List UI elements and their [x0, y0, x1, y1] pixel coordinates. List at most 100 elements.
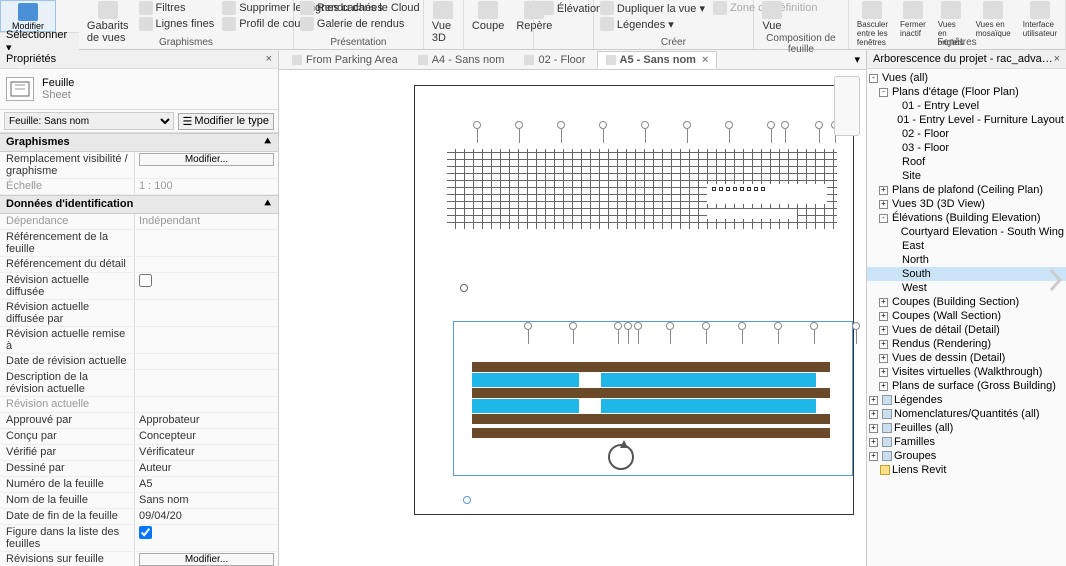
expand-arrow-icon[interactable] — [1046, 260, 1066, 300]
filtres-button[interactable]: Filtres — [139, 0, 215, 16]
tree-node[interactable]: +Nomenclatures/Quantités (all) — [867, 407, 1066, 421]
vue3d-button[interactable]: Vue 3D — [430, 0, 457, 45]
edit-type-button[interactable]: ☰Modifier le type — [178, 113, 274, 130]
rendu-cloud-button[interactable]: Rendu dans le Cloud — [300, 0, 420, 16]
property-value[interactable] — [135, 397, 278, 412]
property-value[interactable] — [135, 327, 278, 353]
tree-twister[interactable]: + — [869, 410, 878, 419]
coupe-button[interactable]: Coupe — [470, 0, 506, 33]
property-value[interactable] — [135, 230, 278, 256]
tree-node[interactable]: +Coupes (Building Section) — [867, 295, 1066, 309]
drawing-canvas[interactable] — [279, 70, 866, 566]
tree-node[interactable]: East — [867, 239, 1066, 253]
tree-twister[interactable]: + — [879, 340, 888, 349]
elevation-view-2-selected[interactable] — [453, 321, 853, 476]
tree-node[interactable]: +Plans de surface (Gross Building) — [867, 379, 1066, 393]
tree-twister[interactable]: + — [869, 424, 878, 433]
tree-node[interactable]: North — [867, 253, 1066, 267]
tree-node[interactable]: +Vues de détail (Detail) — [867, 323, 1066, 337]
view-cube[interactable] — [834, 76, 860, 136]
elevation-view-1[interactable] — [423, 121, 841, 251]
instance-filter[interactable]: Feuille: Sans nom — [4, 112, 174, 130]
checkbox[interactable] — [139, 274, 152, 287]
tree-node[interactable]: -Plans d'étage (Floor Plan) — [867, 85, 1066, 99]
tree-node[interactable]: -Élévations (Building Elevation) — [867, 211, 1066, 225]
tree-twister[interactable]: + — [879, 186, 888, 195]
tree-node[interactable]: +Vues de dessin (Detail) — [867, 351, 1066, 365]
property-value[interactable]: 09/04/20 — [135, 509, 278, 524]
legendes-button[interactable]: Légendes ▾ — [600, 16, 705, 32]
property-value[interactable]: Vérificateur — [135, 445, 278, 460]
tree-node[interactable]: +Rendus (Rendering) — [867, 337, 1066, 351]
document-tab[interactable]: A4 - Sans nom — [409, 51, 514, 69]
tree-node[interactable]: 01 - Entry Level — [867, 99, 1066, 113]
type-selector[interactable]: Feuille Sheet — [0, 69, 278, 110]
dupliquer-button[interactable]: Dupliquer la vue ▾ — [600, 0, 705, 16]
mosaique-button[interactable]: Vues en mosaïque — [974, 0, 1013, 39]
property-value[interactable]: 1 : 100 — [135, 179, 278, 194]
property-value[interactable] — [135, 525, 278, 551]
tree-node[interactable]: Liens Revit — [867, 463, 1066, 477]
compass-icon[interactable] — [608, 444, 634, 470]
checkbox[interactable] — [139, 526, 152, 539]
tabs-overflow-button[interactable]: ▾ — [854, 53, 866, 66]
property-value[interactable]: Sans nom — [135, 493, 278, 508]
property-category[interactable]: Graphismes⯅ — [0, 133, 278, 152]
tree-node[interactable]: 03 - Floor — [867, 141, 1066, 155]
property-value[interactable]: Modifier... — [135, 552, 278, 566]
property-value[interactable] — [135, 354, 278, 369]
tree-node[interactable]: West — [867, 281, 1066, 295]
tree-node[interactable]: 01 - Entry Level - Furniture Layout — [867, 113, 1066, 127]
document-tab[interactable]: A5 - Sans nom× — [597, 51, 718, 69]
tree-node[interactable]: 02 - Floor — [867, 127, 1066, 141]
property-value[interactable]: Concepteur — [135, 429, 278, 444]
property-value[interactable]: A5 — [135, 477, 278, 492]
property-value[interactable] — [135, 273, 278, 299]
tree-node[interactable]: +Légendes — [867, 393, 1066, 407]
tree-twister[interactable]: + — [869, 452, 878, 461]
property-value[interactable] — [135, 300, 278, 326]
property-value[interactable]: Modifier... — [135, 152, 278, 178]
tree-node[interactable]: +Visites virtuelles (Walkthrough) — [867, 365, 1066, 379]
property-value[interactable]: Approbateur — [135, 413, 278, 428]
tree-twister[interactable]: - — [879, 88, 888, 97]
tree-twister[interactable]: + — [879, 298, 888, 307]
tree-twister[interactable]: + — [879, 312, 888, 321]
tree-node[interactable]: Courtyard Elevation - South Wing — [867, 225, 1066, 239]
interface-button[interactable]: Interface utilisateur — [1021, 0, 1059, 39]
fermer-button[interactable]: Fermer inactif — [898, 0, 928, 39]
property-category[interactable]: Données d'identification⯅ — [0, 195, 278, 214]
modify-button[interactable]: Modifier — [0, 0, 56, 32]
tree-twister[interactable]: + — [879, 326, 888, 335]
tree-twister[interactable]: - — [879, 214, 888, 223]
tree-twister[interactable]: + — [879, 200, 888, 209]
tree-node[interactable]: South — [867, 267, 1066, 281]
tree-twister[interactable]: + — [879, 382, 888, 391]
tree-node[interactable]: Roof — [867, 155, 1066, 169]
tree-node[interactable]: Site — [867, 169, 1066, 183]
tree-node[interactable]: +Coupes (Wall Section) — [867, 309, 1066, 323]
tree-twister[interactable]: - — [869, 74, 878, 83]
tree-node[interactable]: +Plans de plafond (Ceiling Plan) — [867, 183, 1066, 197]
tree-twister[interactable]: + — [869, 396, 878, 405]
tree-node[interactable]: +Feuilles (all) — [867, 421, 1066, 435]
property-value[interactable]: Indépendant — [135, 214, 278, 229]
property-value[interactable]: Auteur — [135, 461, 278, 476]
view-handle[interactable] — [463, 496, 471, 504]
tree-node[interactable]: +Familles — [867, 435, 1066, 449]
galerie-button[interactable]: Galerie de rendus — [300, 16, 420, 32]
vue-button[interactable]: Vue — [760, 0, 784, 33]
document-tab[interactable]: 02 - Floor — [515, 51, 594, 69]
close-browser-button[interactable]: × — [1054, 53, 1060, 65]
lignes-fines-button[interactable]: Lignes fines — [139, 16, 215, 32]
tree-twister[interactable]: + — [879, 368, 888, 377]
tree-node[interactable]: -Vues (all) — [867, 71, 1066, 85]
tree-node[interactable]: +Vues 3D (3D View) — [867, 197, 1066, 211]
close-panel-button[interactable]: × — [266, 53, 272, 65]
tree-twister[interactable]: + — [879, 354, 888, 363]
document-tab[interactable]: From Parking Area — [283, 51, 407, 69]
property-value[interactable] — [135, 257, 278, 272]
tree-twister[interactable]: + — [869, 438, 878, 447]
tab-close-button[interactable]: × — [702, 54, 708, 66]
modify-button[interactable]: Modifier... — [139, 153, 274, 166]
